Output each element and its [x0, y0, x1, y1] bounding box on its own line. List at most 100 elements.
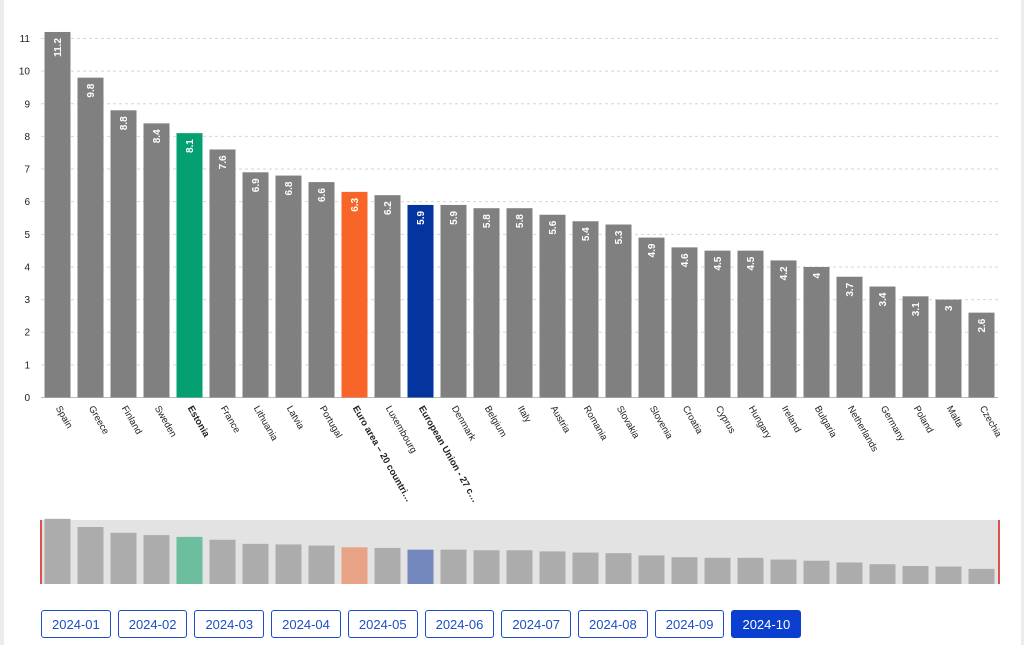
- x-tick-label: Ireland: [779, 404, 803, 435]
- bar-lithuania[interactable]: [242, 172, 269, 398]
- y-tick-label: 9: [24, 99, 30, 110]
- navigator-bar: [473, 550, 500, 584]
- navigator-bar: [77, 526, 104, 584]
- data-label: 9.8: [86, 83, 97, 97]
- bar-france[interactable]: [209, 149, 236, 398]
- bar-estonia[interactable]: [176, 133, 203, 398]
- navigator-bar: [143, 535, 170, 584]
- navigator-bar: [374, 547, 401, 584]
- data-label: 5.9: [449, 211, 460, 225]
- x-tick-label: Finland: [119, 404, 144, 436]
- navigator-bar: [572, 552, 599, 584]
- period-button-2024-06[interactable]: 2024-06: [424, 610, 495, 638]
- period-button-2024-08[interactable]: 2024-08: [578, 610, 648, 638]
- bar-hungary[interactable]: [737, 250, 764, 398]
- x-axis-labels: Spain Greece Finland Sweden Estonia France Lit…: [53, 404, 1004, 505]
- period-button-2024-02[interactable]: 2024-02: [117, 610, 188, 638]
- bar-romania[interactable]: [572, 221, 599, 398]
- x-tick-label: Czechia: [977, 404, 1004, 440]
- period-button-2024-03[interactable]: 2024-03: [194, 610, 265, 638]
- data-label: 5.9: [416, 211, 427, 225]
- bar-austria[interactable]: [539, 214, 566, 398]
- navigator-bar: [605, 553, 632, 584]
- data-label: 6.3: [350, 197, 361, 211]
- period-button-2024-10[interactable]: 2024-10: [731, 610, 802, 638]
- y-axis-ticks: 0 1 2 3 4 5 6 7 8 9 10 11: [19, 34, 31, 404]
- navigator-bar: [935, 566, 962, 584]
- bar-netherlands[interactable]: [836, 276, 863, 398]
- navigator-bar: [671, 557, 698, 584]
- x-tick-label: Austria: [548, 404, 573, 436]
- x-tick-label: Cyprus: [713, 404, 738, 436]
- bar-latvia[interactable]: [275, 175, 302, 398]
- navigator-bar: [968, 568, 995, 584]
- bar-slovakia[interactable]: [605, 224, 632, 398]
- data-label: 8.4: [152, 129, 163, 143]
- x-tick-label: France: [218, 404, 242, 435]
- navigator-bar: [770, 559, 797, 584]
- bar-bulgaria[interactable]: [803, 266, 830, 398]
- period-button-2024-01[interactable]: 2024-01: [41, 610, 111, 638]
- navigator-bar: [737, 557, 764, 584]
- bar-finland[interactable]: [110, 110, 137, 398]
- data-label: 4: [812, 273, 823, 279]
- bar-belgium[interactable]: [473, 208, 500, 398]
- navigator-handle-left[interactable]: [40, 520, 42, 584]
- data-label: 5.6: [548, 220, 559, 234]
- x-tick-label: Euro area – 20 countri…: [350, 404, 414, 504]
- period-button-2024-09[interactable]: 2024-09: [654, 610, 725, 638]
- bar-germany[interactable]: [869, 286, 896, 398]
- navigator-bar: [869, 564, 896, 584]
- bar-euro-area-20-countri[interactable]: [341, 191, 368, 398]
- bar-ireland[interactable]: [770, 260, 797, 398]
- data-label: 6.2: [383, 201, 394, 215]
- bar-italy[interactable]: [506, 208, 533, 398]
- y-tick-label: 11: [20, 34, 31, 45]
- x-tick-label: Slovakia: [614, 404, 642, 441]
- x-tick-label: Lithuania: [251, 404, 280, 444]
- period-button-2024-07[interactable]: 2024-07: [501, 610, 572, 638]
- data-label: 4.9: [647, 243, 658, 257]
- data-label: 11.2: [53, 38, 64, 57]
- bar-croatia[interactable]: [671, 247, 698, 398]
- navigator-bar: [704, 557, 731, 584]
- bar-czechia[interactable]: [968, 312, 995, 398]
- bar-cyprus[interactable]: [704, 250, 731, 398]
- bar-luxembourg[interactable]: [374, 195, 401, 398]
- y-tick-label: 5: [24, 230, 30, 241]
- navigator-handle-right[interactable]: [998, 520, 1000, 584]
- x-tick-label: Slovenia: [647, 404, 675, 442]
- x-tick-label: Latvia: [284, 404, 307, 432]
- data-label: 4.5: [746, 256, 757, 270]
- navigator-bar: [308, 545, 335, 584]
- navigator-bar: [209, 539, 236, 584]
- bar-slovenia[interactable]: [638, 237, 665, 398]
- navigator-bar: [539, 551, 566, 584]
- bar-portugal[interactable]: [308, 182, 335, 398]
- x-tick-label: Hungary: [746, 404, 774, 441]
- bar-malta[interactable]: [935, 299, 962, 398]
- data-labels: 11.2 9.8 8.8 8.4 8.1 7.6 6.9 6.8 6.6 6.3 6.2 5.9 5.9…: [53, 38, 988, 333]
- period-selector: 2024-01 2024-02 2024-03 2024-04 2024-05 2024-…: [41, 610, 802, 638]
- data-label: 4.2: [779, 266, 790, 280]
- period-button-2024-04[interactable]: 2024-04: [271, 610, 341, 638]
- x-tick-label: Estonia: [185, 404, 212, 440]
- bar-denmark[interactable]: [440, 204, 467, 398]
- navigator-bar: [44, 518, 71, 584]
- data-label: 3.7: [845, 282, 856, 296]
- x-tick-label: Luxembourg: [383, 404, 419, 455]
- x-tick-label: Netherlands: [845, 404, 880, 454]
- data-label: 3: [944, 305, 955, 311]
- data-label: 5.8: [515, 214, 526, 228]
- navigator-bar: [176, 536, 203, 584]
- bar-spain[interactable]: [44, 31, 71, 398]
- navigator-bar: [803, 560, 830, 584]
- data-label: 4.6: [680, 253, 691, 267]
- range-navigator[interactable]: [0, 510, 1024, 590]
- navigator-bar: [440, 549, 467, 584]
- bar-greece[interactable]: [77, 77, 104, 398]
- period-button-2024-05[interactable]: 2024-05: [347, 610, 418, 638]
- bar-sweden[interactable]: [143, 123, 170, 398]
- bar-poland[interactable]: [902, 296, 929, 398]
- bar-european-union-27-c[interactable]: [407, 204, 434, 398]
